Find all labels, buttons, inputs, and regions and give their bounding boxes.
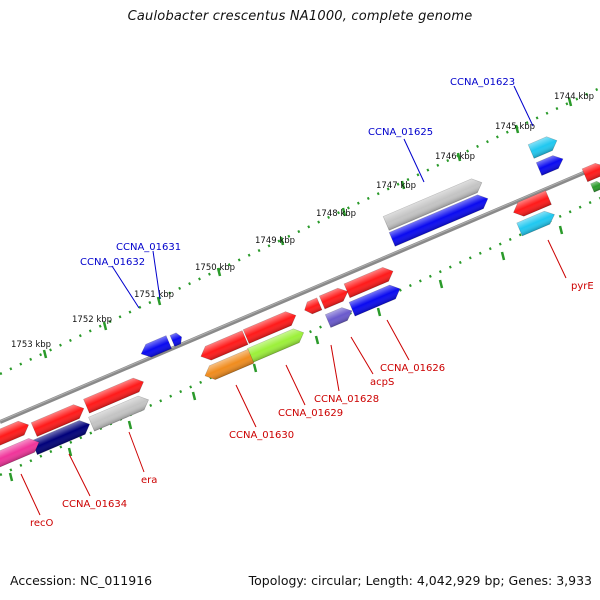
tick-label: 1746 kbp bbox=[435, 152, 475, 162]
lower-track-ticks bbox=[8, 225, 564, 482]
gene-label-ccna-01623: CCNA_01623 bbox=[450, 77, 515, 88]
kbp-major-ticks bbox=[42, 97, 573, 359]
gene-label-ccna-01632: CCNA_01632 bbox=[80, 257, 145, 268]
kbp-tick-labels: 1744 kbp 1745 kbp 1746 kbp 1747 kbp 1748… bbox=[11, 92, 594, 350]
gene-label-ccna-01634: CCNA_01634 bbox=[62, 499, 127, 510]
genome-summary-text: Topology: circular; Length: 4,042,929 bp… bbox=[248, 573, 592, 588]
gene-label-ccna-01626: CCNA_01626 bbox=[380, 363, 445, 374]
tick-label: 1749 kbp bbox=[255, 236, 295, 246]
tick-label: 1750 kbp bbox=[195, 263, 235, 273]
gene-ccna-01628 bbox=[304, 297, 323, 315]
gene-labels: CCNA_01623 CCNA_01625 CCNA_01631 CCNA_01… bbox=[30, 77, 594, 529]
kbp-scale-line bbox=[0, 86, 600, 376]
gene-pyre bbox=[516, 210, 555, 237]
gene-ccna-01627 bbox=[318, 287, 349, 310]
gene-ccna-01623b bbox=[535, 155, 564, 176]
map-title: Caulobacter crescentus NA1000, complete … bbox=[127, 9, 473, 24]
gene-ccna-01624 bbox=[388, 194, 489, 247]
gene-label-era: era bbox=[141, 475, 157, 486]
gene-ccna-01625 bbox=[382, 178, 483, 231]
gene-edge-1 bbox=[581, 162, 600, 183]
tick-label: 1744 kbp bbox=[554, 92, 594, 102]
gene-label-acps: acpS bbox=[370, 377, 394, 388]
gene-features bbox=[0, 136, 600, 470]
gene-label-pyre: pyrE bbox=[571, 281, 594, 292]
gene-era bbox=[88, 395, 149, 432]
gene-reco bbox=[0, 438, 40, 470]
tick-label: 1752 kbp bbox=[72, 315, 112, 325]
gene-ccna-01623 bbox=[527, 136, 558, 159]
gene-ccna-01630 bbox=[204, 348, 255, 380]
gene-ccna-01626 bbox=[348, 284, 401, 317]
gene-ccna-01634 bbox=[31, 420, 90, 456]
gene-ccna-01633 bbox=[83, 377, 144, 414]
gene-ccna-01635 bbox=[30, 404, 85, 437]
tick-label: 1747 kbp bbox=[376, 181, 416, 191]
accession-text: Accession: NC_011916 bbox=[10, 573, 153, 588]
gene-label-ccna-01630: CCNA_01630 bbox=[229, 430, 294, 441]
gene-acps bbox=[324, 307, 353, 328]
gene-edge-2 bbox=[590, 180, 600, 193]
tick-label: 1753 kbp bbox=[11, 340, 51, 350]
gene-ccna-01632 bbox=[140, 335, 172, 358]
genome-backbone bbox=[0, 164, 600, 424]
gene-ccna-01630a bbox=[200, 330, 249, 361]
gene-ccna-01631 bbox=[169, 332, 182, 347]
gene-ccna-01636 bbox=[0, 420, 29, 447]
gene-label-reco: recO bbox=[30, 518, 54, 529]
gene-label-ccna-01628: CCNA_01628 bbox=[314, 394, 379, 405]
callout-lines bbox=[20, 85, 567, 516]
tick-label: 1748 kbp bbox=[316, 209, 356, 219]
tick-label: 1745 kbp bbox=[495, 122, 535, 132]
tick-label: 1751 kbp bbox=[134, 290, 174, 300]
gene-ccna-01629a bbox=[242, 311, 297, 344]
gene-ccna-01626a bbox=[343, 267, 394, 299]
gene-ccna-01622 bbox=[513, 190, 552, 217]
gene-label-ccna-01625: CCNA_01625 bbox=[368, 127, 433, 138]
gene-label-ccna-01629: CCNA_01629 bbox=[278, 408, 343, 419]
gene-label-ccna-01631: CCNA_01631 bbox=[116, 242, 181, 253]
